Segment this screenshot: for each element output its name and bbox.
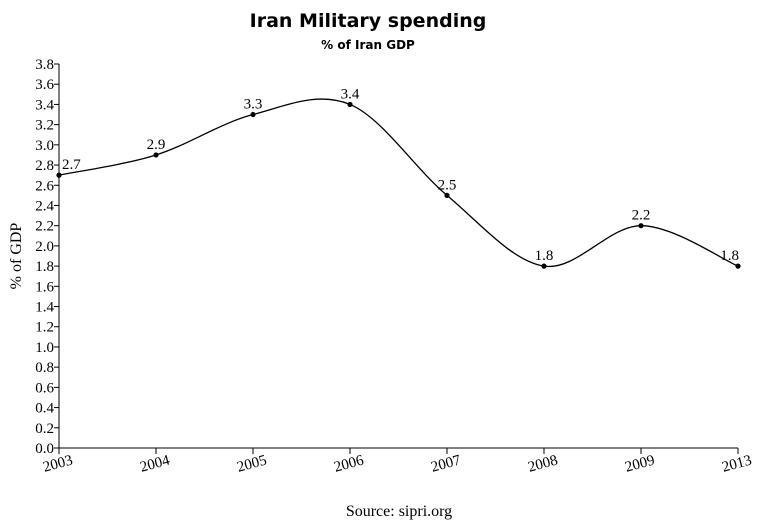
axes xyxy=(58,64,738,449)
y-tick-label: 0.4 xyxy=(35,401,54,417)
data-point xyxy=(735,263,741,269)
x-axis-ticks: 2003 2004 2005 2006 2007 2008 2009 2013 xyxy=(41,448,754,476)
x-tick-label: 2005 xyxy=(235,453,268,476)
y-tick-label: 2.8 xyxy=(35,158,54,174)
x-tick-label: 2013 xyxy=(720,453,753,476)
y-tick-label: 3.4 xyxy=(35,97,54,113)
x-tick-label: 2004 xyxy=(138,452,172,475)
data-point xyxy=(56,172,62,178)
x-tick-label: 2003 xyxy=(41,453,74,476)
y-axis-title: % of GDP xyxy=(8,223,25,290)
data-label: 2.7 xyxy=(62,157,81,173)
y-tick-label: 3.6 xyxy=(35,77,54,93)
y-tick-label: 2.0 xyxy=(35,239,54,255)
data-point xyxy=(444,192,450,198)
series-line xyxy=(58,98,739,267)
y-tick-label: 1.8 xyxy=(35,259,54,275)
chart-subtitle: % of Iran GDP xyxy=(321,38,415,52)
chart-title: Iran Military spending xyxy=(250,10,487,32)
source-note: Source: sipri.org xyxy=(346,503,452,520)
x-tick-label: 2009 xyxy=(623,453,656,476)
data-label: 1.8 xyxy=(535,248,554,264)
data-point xyxy=(347,101,353,108)
y-tick-label: 3.8 xyxy=(35,57,54,73)
data-label: 2.2 xyxy=(632,208,651,224)
data-point xyxy=(153,152,159,158)
y-tick-label: 1.2 xyxy=(35,320,54,336)
x-tick-label: 2007 xyxy=(429,452,463,475)
y-tick-label: 2.6 xyxy=(35,178,54,194)
data-label: 1.8 xyxy=(720,248,739,264)
data-point xyxy=(638,223,644,229)
y-axis-ticks: 0.0 0.2 0.4 0.6 0.8 1.0 1.2 1.4 1.6 1.8 2.0 2.2 2.4 2… xyxy=(35,57,59,457)
y-tick-label: 3.2 xyxy=(35,118,54,134)
x-tick-label: 2006 xyxy=(332,452,366,475)
y-tick-label: 0.6 xyxy=(35,380,54,396)
y-tick-label: 1.6 xyxy=(35,279,54,295)
y-tick-label: 1.4 xyxy=(35,300,54,316)
data-point xyxy=(541,263,547,269)
data-label: 2.9 xyxy=(147,137,166,153)
data-label: 3.4 xyxy=(341,86,360,102)
y-tick-label: 0.2 xyxy=(35,421,54,437)
x-tick-label: 2008 xyxy=(526,453,559,476)
y-tick-label: 2.4 xyxy=(35,198,54,214)
data-markers xyxy=(56,101,741,269)
data-labels: 2.7 2.9 3.3 3.4 2.5 1.8 2.2 1.8 xyxy=(62,86,739,264)
data-label: 3.3 xyxy=(244,97,263,113)
y-tick-label: 2.2 xyxy=(35,219,54,235)
y-tick-label: 1.0 xyxy=(35,340,54,356)
data-label: 2.5 xyxy=(438,177,457,193)
y-tick-label: 3.0 xyxy=(35,138,54,154)
y-tick-label: 0.0 xyxy=(35,441,54,457)
y-tick-label: 0.8 xyxy=(35,360,54,376)
data-point xyxy=(250,111,256,118)
